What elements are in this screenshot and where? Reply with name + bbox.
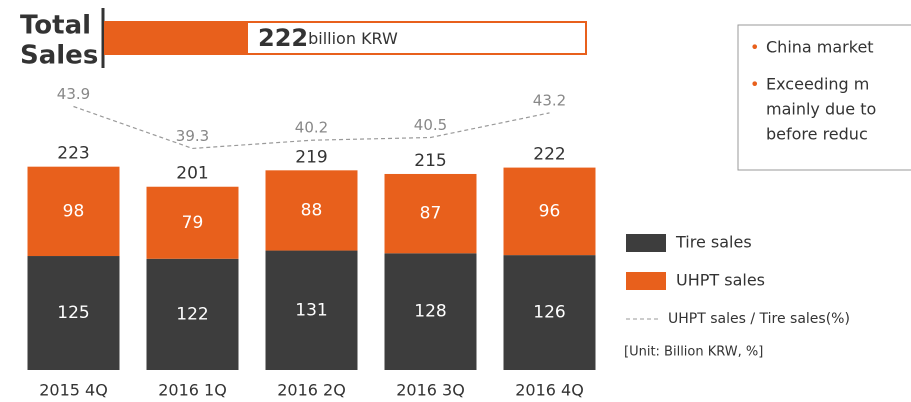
note-text: before reduc: [766, 125, 868, 144]
bar-segment: [27, 166, 120, 257]
total-label: 219: [295, 147, 327, 167]
bar-segment: [265, 250, 358, 370]
bar-segment: [384, 173, 477, 254]
x-tick-label: 2016 4Q: [515, 381, 584, 400]
bar-segment: [265, 170, 358, 251]
unit-note: [Unit: Billion KRW, %]: [624, 345, 763, 360]
ratio-line: [73, 105, 550, 150]
total-label: 201: [176, 164, 208, 184]
value-label: 79: [182, 213, 204, 233]
total-label: 223: [57, 144, 89, 164]
note-text: China market: [766, 38, 874, 57]
value-label: 122: [176, 304, 208, 324]
bar-segment: [503, 167, 596, 256]
value-label: 126: [533, 303, 565, 323]
headline-label: Total: [20, 11, 91, 41]
bullet: •: [750, 75, 759, 94]
legend-swatch: [626, 272, 666, 290]
bar-segment: [27, 256, 120, 370]
ratio-label: 39.3: [176, 127, 209, 145]
headline-label: Sales: [20, 41, 98, 71]
value-label: 96: [539, 201, 561, 221]
x-tick-label: 2016 2Q: [277, 381, 346, 400]
headline-bar-fill: [105, 22, 248, 54]
legend-swatch: [626, 234, 666, 252]
headline-value: 222billion KRW: [258, 24, 398, 52]
bullet: •: [750, 38, 759, 57]
bar-segment: [384, 253, 477, 370]
bar-segment: [146, 258, 239, 370]
legend-label: UHPT sales: [676, 271, 765, 290]
value-label: 88: [301, 200, 323, 220]
value-label: 128: [414, 302, 446, 322]
x-tick-label: 2016 3Q: [396, 381, 465, 400]
value-label: 131: [295, 300, 327, 320]
bar-segment: [146, 186, 239, 259]
total-label: 215: [414, 151, 446, 171]
value-label: 87: [420, 204, 442, 224]
ratio-label: 43.9: [57, 85, 90, 103]
total-label: 222: [533, 145, 565, 165]
value-label: 125: [57, 303, 89, 323]
bar-segment: [503, 255, 596, 370]
note-text: Exceeding m: [766, 75, 869, 94]
ratio-label: 43.2: [533, 91, 566, 109]
value-label: 98: [63, 201, 85, 221]
note-text: mainly due to: [766, 100, 876, 119]
legend-label: UHPT sales / Tire sales(%): [668, 311, 850, 327]
ratio-label: 40.5: [414, 116, 447, 134]
x-tick-label: 2015 4Q: [39, 381, 108, 400]
notes-box: [737, 24, 911, 171]
legend-label: Tire sales: [675, 233, 752, 252]
ratio-label: 40.2: [295, 119, 328, 137]
x-tick-label: 2016 1Q: [158, 381, 227, 400]
